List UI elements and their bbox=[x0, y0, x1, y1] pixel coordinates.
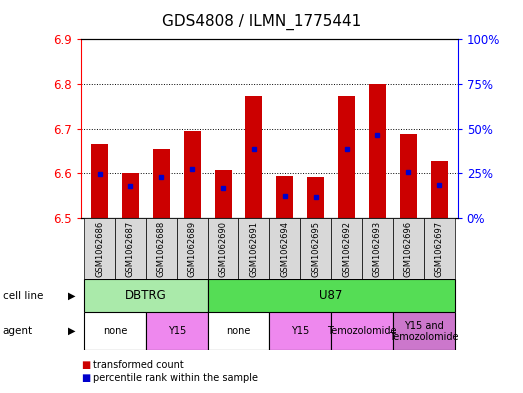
Text: GSM1062695: GSM1062695 bbox=[311, 220, 320, 277]
Bar bbox=[300, 218, 331, 279]
Bar bbox=[338, 96, 355, 218]
Bar bbox=[146, 218, 177, 279]
Text: GSM1062690: GSM1062690 bbox=[219, 220, 228, 277]
Text: transformed count: transformed count bbox=[93, 360, 184, 370]
Text: ▶: ▶ bbox=[69, 291, 76, 301]
Text: GSM1062691: GSM1062691 bbox=[249, 220, 258, 277]
Bar bbox=[430, 162, 448, 218]
Text: GSM1062692: GSM1062692 bbox=[342, 220, 351, 277]
Bar bbox=[91, 144, 108, 218]
Text: GSM1062694: GSM1062694 bbox=[280, 220, 289, 277]
Bar bbox=[84, 218, 115, 279]
Bar bbox=[84, 312, 146, 350]
Bar bbox=[393, 218, 424, 279]
Text: GSM1062686: GSM1062686 bbox=[95, 220, 104, 277]
Bar bbox=[269, 312, 331, 350]
Bar bbox=[269, 218, 300, 279]
Bar bbox=[369, 84, 386, 218]
Bar bbox=[276, 176, 293, 218]
Bar bbox=[84, 279, 208, 312]
Bar bbox=[238, 218, 269, 279]
Bar bbox=[153, 149, 170, 218]
Bar bbox=[208, 218, 238, 279]
Bar bbox=[331, 218, 362, 279]
Text: ■: ■ bbox=[81, 373, 90, 383]
Bar bbox=[400, 134, 417, 218]
Bar bbox=[307, 177, 324, 218]
Text: ■: ■ bbox=[81, 360, 90, 370]
Text: Temozolomide: Temozolomide bbox=[327, 326, 396, 336]
Text: GSM1062697: GSM1062697 bbox=[435, 220, 444, 277]
Text: agent: agent bbox=[3, 326, 33, 336]
Bar bbox=[424, 218, 454, 279]
Text: U87: U87 bbox=[320, 289, 343, 302]
Text: Y15 and
Temozolomide: Y15 and Temozolomide bbox=[389, 321, 459, 342]
Text: DBTRG: DBTRG bbox=[125, 289, 167, 302]
Bar bbox=[362, 218, 393, 279]
Bar bbox=[208, 279, 454, 312]
Text: none: none bbox=[226, 326, 251, 336]
Bar bbox=[214, 170, 232, 218]
Text: GSM1062696: GSM1062696 bbox=[404, 220, 413, 277]
Text: GSM1062687: GSM1062687 bbox=[126, 220, 135, 277]
Text: Y15: Y15 bbox=[168, 326, 186, 336]
Text: percentile rank within the sample: percentile rank within the sample bbox=[93, 373, 258, 383]
Text: Y15: Y15 bbox=[291, 326, 309, 336]
Text: cell line: cell line bbox=[3, 291, 43, 301]
Bar bbox=[208, 312, 269, 350]
Bar bbox=[146, 312, 208, 350]
Bar bbox=[331, 312, 393, 350]
Bar bbox=[393, 312, 454, 350]
Text: GDS4808 / ILMN_1775441: GDS4808 / ILMN_1775441 bbox=[162, 14, 361, 30]
Text: ▶: ▶ bbox=[69, 326, 76, 336]
Text: GSM1062688: GSM1062688 bbox=[157, 220, 166, 277]
Text: GSM1062693: GSM1062693 bbox=[373, 220, 382, 277]
Bar bbox=[184, 131, 201, 218]
Bar bbox=[115, 218, 146, 279]
Text: GSM1062689: GSM1062689 bbox=[188, 220, 197, 277]
Bar bbox=[177, 218, 208, 279]
Text: none: none bbox=[103, 326, 127, 336]
Bar bbox=[122, 173, 139, 218]
Bar bbox=[245, 96, 263, 218]
